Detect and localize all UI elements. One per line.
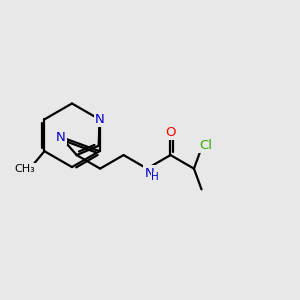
Text: CH₃: CH₃: [14, 164, 35, 174]
Text: H: H: [152, 172, 159, 182]
Text: N: N: [145, 167, 154, 179]
Text: N: N: [56, 130, 66, 144]
Text: Cl: Cl: [199, 139, 212, 152]
Text: O: O: [165, 126, 176, 139]
Text: N: N: [94, 113, 104, 126]
